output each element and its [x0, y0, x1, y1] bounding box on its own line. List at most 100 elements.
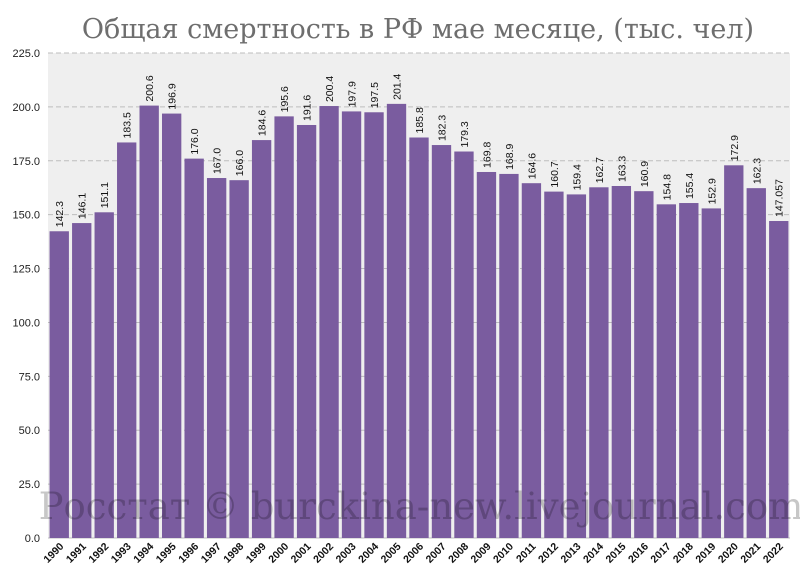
- bar: [431, 145, 452, 538]
- x-tick-label: 1993: [109, 541, 134, 566]
- bar: [386, 103, 407, 539]
- data-label: 179.3: [459, 121, 471, 147]
- x-tick-label: 2009: [469, 541, 494, 566]
- y-tick-label: 0.0: [25, 533, 40, 545]
- y-tick-label: 175.0: [12, 156, 40, 168]
- x-tick-label: 2010: [491, 541, 516, 566]
- data-label: 146.1: [77, 193, 89, 219]
- x-tick-label: 2014: [581, 541, 606, 566]
- data-labels: 142.3 146.1 151.1 183.5 200.6 196.9 176.0 167.0…: [54, 73, 786, 227]
- bar: [184, 158, 204, 538]
- bar: [117, 142, 137, 538]
- x-tick-label: 2005: [379, 541, 404, 566]
- bar: [566, 194, 587, 538]
- x-tick-label: 2020: [716, 541, 741, 566]
- bar: [161, 113, 182, 539]
- x-tick-label: 2002: [311, 541, 336, 566]
- x-tick-label: 2000: [266, 541, 291, 566]
- data-label: 164.6: [526, 153, 538, 179]
- data-label: 169.8: [481, 142, 493, 168]
- data-label: 147.057: [774, 179, 786, 217]
- bar: [724, 165, 744, 538]
- bar: [251, 140, 272, 538]
- x-tick-label: 2016: [626, 541, 651, 566]
- data-label: 200.4: [324, 76, 336, 102]
- x-tick-label: 1995: [154, 541, 179, 566]
- bar: [746, 188, 766, 539]
- x-tick-label: 2015: [603, 541, 628, 566]
- bar: [499, 173, 519, 538]
- bar: [544, 191, 564, 538]
- data-label: 159.4: [571, 164, 583, 190]
- x-tick-label: 1990: [41, 541, 66, 566]
- x-tick-label: 2022: [761, 541, 786, 566]
- data-label: 152.9: [706, 178, 718, 204]
- bar: [364, 112, 384, 539]
- bar: [139, 105, 159, 539]
- x-tick-label: 2012: [536, 541, 561, 566]
- data-label: 162.7: [594, 157, 606, 183]
- data-label: 166.0: [234, 150, 246, 176]
- y-axis: 0.0 25.0 50.0 75.0 100.0 125.0 150.0 175.0 200.0…: [12, 48, 40, 545]
- x-tick-label: 1999: [244, 541, 269, 566]
- data-label: 183.5: [122, 112, 134, 138]
- data-label: 195.6: [279, 86, 291, 112]
- x-tick-label: 2001: [289, 541, 314, 566]
- x-axis: 1990199119921993199419951996199719981999…: [41, 541, 786, 566]
- bar: [319, 106, 339, 538]
- bar: [72, 223, 92, 538]
- data-label: 151.1: [99, 182, 111, 208]
- data-label: 162.3: [751, 158, 763, 184]
- bar: [454, 151, 474, 538]
- data-label: 160.9: [639, 161, 651, 187]
- y-tick-label: 125.0: [12, 264, 40, 276]
- watermark: Росстат © burckina-new.livejournal.com: [39, 485, 800, 528]
- bar: [634, 191, 654, 538]
- data-label: 191.6: [302, 95, 314, 121]
- x-tick-label: 1998: [221, 541, 246, 566]
- bar: [296, 124, 317, 539]
- x-tick-label: 2011: [514, 541, 539, 566]
- y-tick-label: 25.0: [19, 479, 40, 491]
- data-label: 176.0: [189, 128, 201, 154]
- bar: [206, 178, 227, 538]
- data-label: 168.9: [504, 143, 516, 169]
- y-tick-label: 225.0: [12, 48, 40, 60]
- x-tick-label: 2007: [424, 541, 449, 566]
- data-label: 182.3: [436, 115, 448, 141]
- data-label: 201.4: [392, 73, 404, 99]
- y-tick-label: 75.0: [19, 371, 40, 383]
- bar: [769, 221, 789, 538]
- y-tick-label: 50.0: [19, 425, 40, 437]
- data-label: 200.6: [144, 75, 156, 101]
- bar: [341, 111, 362, 538]
- bar: [409, 137, 429, 538]
- data-label: 185.8: [414, 107, 426, 133]
- bar: [589, 187, 609, 538]
- y-tick-label: 200.0: [12, 102, 40, 114]
- bar: [229, 180, 249, 538]
- bar: [701, 208, 721, 538]
- bar: [521, 183, 542, 538]
- bar: [656, 204, 677, 538]
- x-tick-label: 2017: [648, 541, 673, 566]
- data-label: 154.8: [661, 174, 673, 200]
- x-tick-label: 2021: [738, 541, 763, 566]
- data-label: 172.9: [729, 135, 741, 161]
- data-label: 197.5: [369, 82, 381, 108]
- x-tick-label: 1997: [199, 541, 224, 566]
- x-tick-label: 2019: [693, 541, 718, 566]
- bar: [49, 231, 69, 538]
- bar: [274, 116, 294, 538]
- bars: [49, 103, 789, 539]
- data-label: 184.6: [257, 110, 269, 136]
- x-tick-label: 1991: [64, 541, 89, 566]
- bar: [476, 171, 497, 538]
- x-tick-label: 2008: [446, 541, 471, 566]
- bar: [94, 212, 114, 538]
- chart-title: Общая смертность в РФ мае месяце, (тыс. …: [82, 14, 754, 45]
- data-label: 142.3: [54, 201, 66, 227]
- data-label: 197.9: [347, 81, 359, 107]
- x-tick-label: 2018: [671, 541, 696, 566]
